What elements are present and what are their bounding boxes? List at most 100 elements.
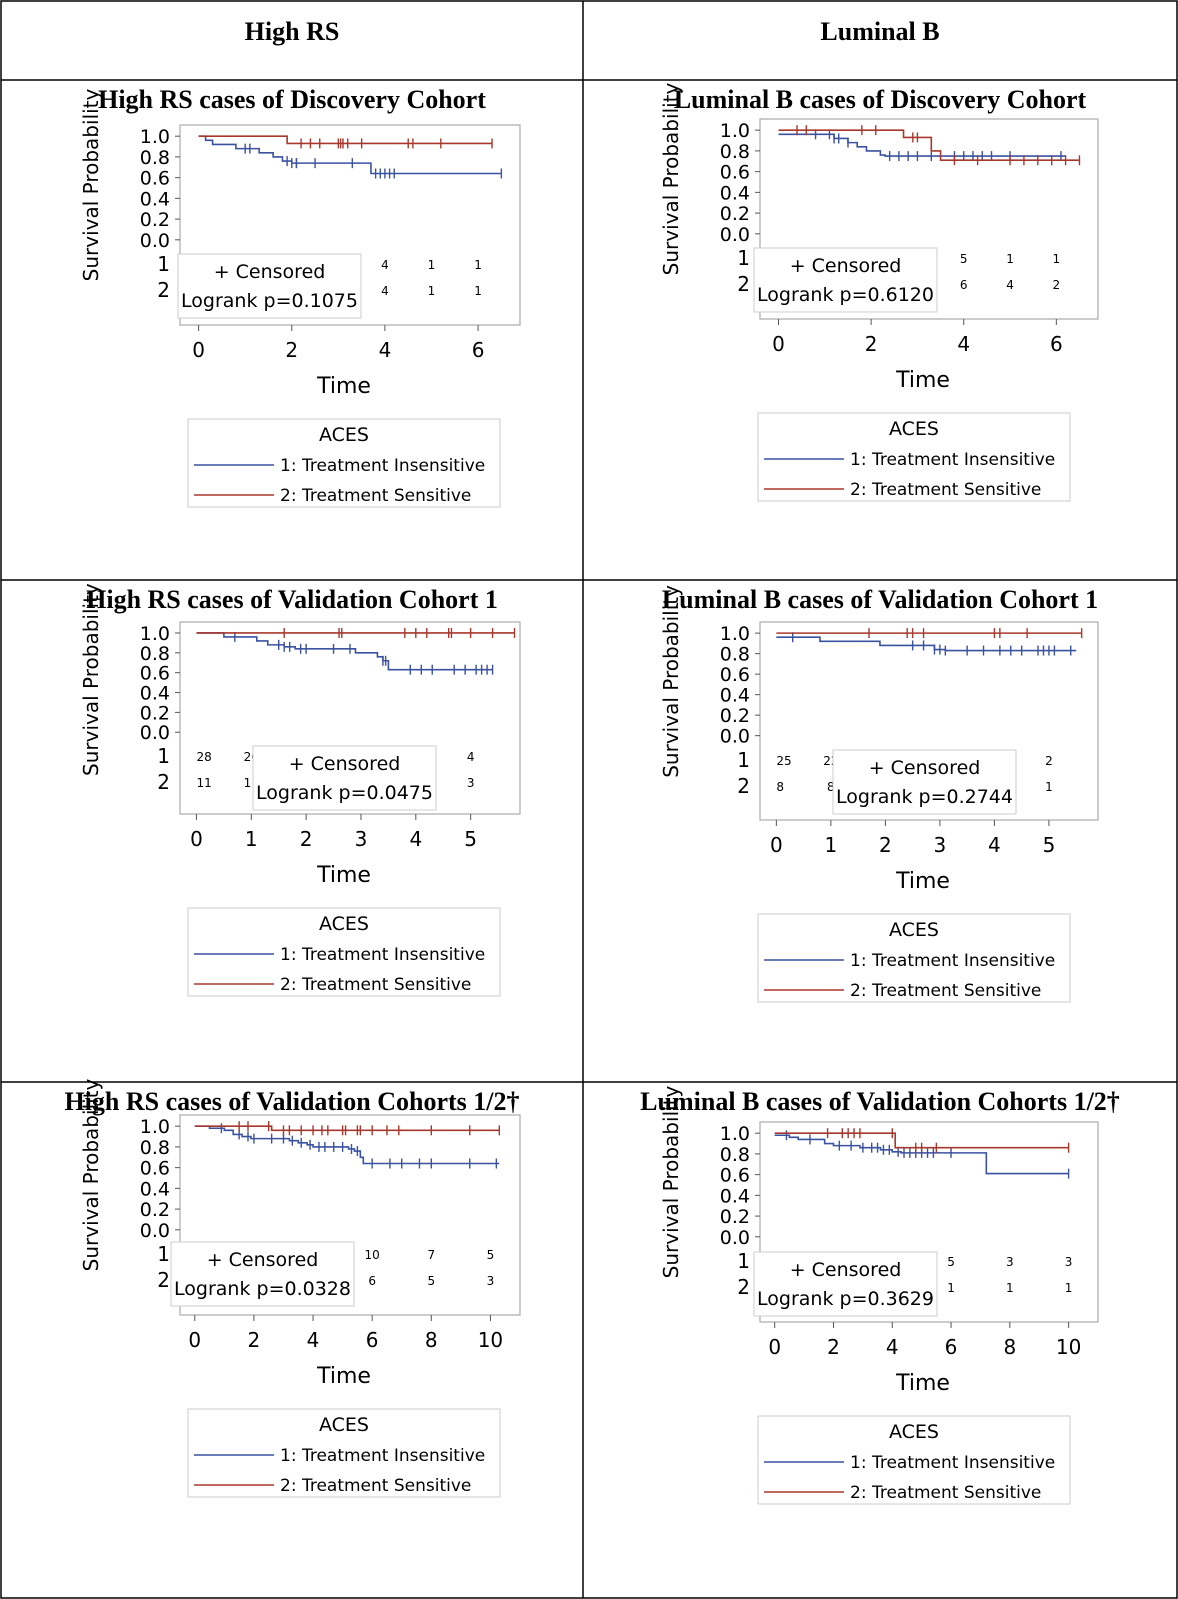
legend-box	[757, 412, 1071, 502]
at-risk-count: 1	[1006, 1281, 1014, 1295]
legend-title: ACES	[319, 913, 369, 935]
y-tick-label: 1.0	[140, 623, 170, 645]
x-tick-label: 2	[285, 338, 298, 362]
y-tick-label: 1.0	[140, 1116, 170, 1138]
y-tick-label: 0.2	[720, 1206, 750, 1228]
x-tick-label: 6	[945, 1335, 958, 1359]
legend-box	[187, 907, 501, 997]
at-risk-count: 25	[776, 754, 791, 768]
at-risk-count: 3	[487, 1274, 495, 1288]
x-tick-label: 1	[825, 833, 838, 857]
at-risk-count: 1	[428, 284, 436, 298]
legend-box	[757, 913, 1071, 1003]
y-axis-label: Survival Probability	[79, 88, 103, 281]
y-tick-label: 0.2	[140, 702, 170, 724]
x-tick-label: 0	[768, 1335, 781, 1359]
at-risk-count: 4	[467, 750, 475, 764]
panel-title: High RS cases of Validation Cohort 1	[86, 585, 498, 614]
y-tick-label: 0.8	[140, 147, 170, 169]
y-tick-label: 0.6	[720, 664, 750, 686]
at-risk-count: 1	[947, 1281, 955, 1295]
panels: High RS cases of Discovery Cohort1.00.80…	[64, 82, 1120, 1505]
at-risk-count: 3	[1065, 1255, 1073, 1269]
at-risk-count: 3	[467, 776, 475, 790]
at-risk-count: 2	[1053, 278, 1061, 292]
legend-item-2: 2: Treatment Sensitive	[850, 1483, 1041, 1503]
y-tick-label: 0.8	[140, 1137, 170, 1159]
censored-label: + Censored	[790, 255, 902, 277]
censored-label: + Censored	[207, 1249, 319, 1271]
logrank-label: Logrank p=0.0328	[174, 1278, 351, 1300]
panel-title: High RS cases of Validation Cohorts 1/2†	[64, 1087, 519, 1116]
plot-frame	[759, 118, 1099, 320]
survival-curve-1	[194, 1125, 500, 1165]
y-tick-label: 0.0	[140, 1220, 170, 1242]
risk-row-label: 2	[737, 272, 750, 296]
legend-item-1: 1: Treatment Insensitive	[280, 945, 485, 965]
y-tick-label: 0.4	[720, 182, 750, 204]
km-panel-3: High RS cases of Validation Cohort 11.00…	[79, 583, 521, 997]
legend-item-2: 2: Treatment Sensitive	[850, 981, 1041, 1001]
at-risk-count: 1	[474, 284, 482, 298]
survival-curve-1	[196, 632, 493, 671]
at-risk-count: 1	[428, 258, 436, 272]
y-tick-label: 0.6	[140, 663, 170, 685]
y-tick-label: 1.0	[720, 623, 750, 645]
logrank-label: Logrank p=0.3629	[757, 1288, 934, 1310]
y-tick-label: 0.6	[140, 1158, 170, 1180]
legend-item-2: 2: Treatment Sensitive	[280, 486, 471, 506]
plot-frame	[179, 621, 521, 815]
at-risk-count: 1	[1053, 252, 1061, 266]
plot-frame	[179, 124, 521, 326]
logrank-box	[753, 1251, 938, 1317]
risk-row-label: 1	[737, 748, 750, 772]
y-tick-label: 0.2	[140, 209, 170, 231]
at-risk-count: 8	[776, 780, 784, 794]
x-tick-label: 0	[188, 1328, 201, 1352]
x-tick-label: 0	[192, 338, 205, 362]
x-tick-label: 2	[827, 1335, 840, 1359]
x-tick-label: 4	[957, 332, 970, 356]
risk-row-label: 1	[157, 252, 170, 276]
legend-item-1: 1: Treatment Insensitive	[850, 1453, 1055, 1473]
panel-title: Luminal B cases of Validation Cohort 1	[662, 585, 1098, 614]
censored-label: + Censored	[869, 757, 981, 779]
y-tick-label: 0.2	[720, 705, 750, 727]
legend-title: ACES	[319, 1414, 369, 1436]
risk-row-label: 2	[157, 770, 170, 794]
x-tick-label: 5	[1043, 833, 1056, 857]
at-risk-count: 6	[368, 1274, 376, 1288]
y-tick-label: 0.2	[720, 203, 750, 225]
y-axis-label: Survival Probability	[659, 585, 683, 778]
risk-row-label: 2	[737, 1275, 750, 1299]
at-risk-count: 11	[196, 776, 211, 790]
legend-item-1: 1: Treatment Insensitive	[280, 1446, 485, 1466]
x-tick-label: 4	[379, 338, 392, 362]
x-tick-label: 4	[988, 833, 1001, 857]
x-tick-label: 10	[478, 1328, 503, 1352]
legend-title: ACES	[889, 1421, 939, 1443]
survival-curve-2	[198, 135, 493, 145]
legend-item-2: 2: Treatment Sensitive	[280, 975, 471, 995]
at-risk-count: 1	[1006, 252, 1014, 266]
legend-item-1: 1: Treatment Insensitive	[850, 450, 1055, 470]
survival-curve-1	[778, 133, 1066, 157]
y-tick-label: 0.8	[720, 644, 750, 666]
x-tick-label: 3	[934, 833, 947, 857]
legend-title: ACES	[889, 418, 939, 440]
legend-title: ACES	[889, 919, 939, 941]
y-axis-label: Survival Probability	[659, 1085, 683, 1278]
y-tick-label: 0.4	[720, 685, 750, 707]
survival-curve-1	[198, 135, 502, 175]
col-header-high-rs: High RS	[245, 17, 340, 46]
x-tick-label: 0	[770, 833, 783, 857]
x-tick-label: 5	[464, 827, 477, 851]
y-tick-label: 0.8	[140, 643, 170, 665]
legend-item-2: 2: Treatment Sensitive	[850, 480, 1041, 500]
y-tick-label: 0.0	[140, 230, 170, 252]
at-risk-count: 1	[1065, 1281, 1073, 1295]
y-tick-label: 0.0	[140, 722, 170, 744]
at-risk-count: 5	[487, 1248, 495, 1262]
